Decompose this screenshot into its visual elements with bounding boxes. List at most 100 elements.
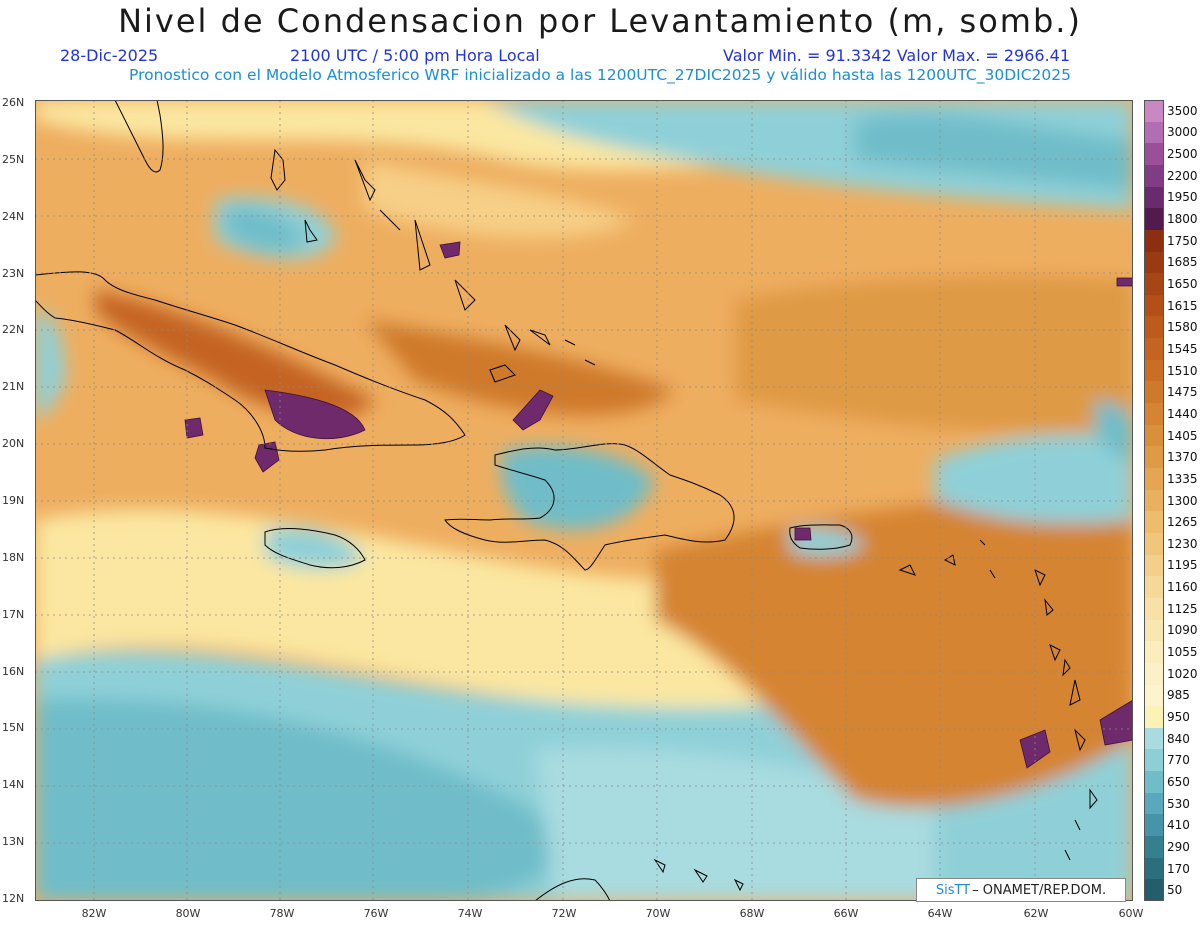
coastlines <box>35 100 1098 901</box>
colorbar-swatch <box>1144 727 1164 750</box>
colorbar-label: 290 <box>1167 839 1190 854</box>
colorbar-swatch <box>1144 164 1164 188</box>
colorbar-swatch <box>1144 619 1164 642</box>
colorbar-swatch <box>1144 316 1164 339</box>
lon-label: 80W <box>175 907 201 920</box>
venezuela-coast <box>534 878 611 901</box>
value-range: Valor Min. = 91.3342 Valor Max. = 2966.4… <box>723 46 1071 65</box>
colorbar-label: 1685 <box>1167 255 1198 270</box>
lon-label: 78W <box>269 907 295 920</box>
colorbar-label: 1230 <box>1167 536 1198 551</box>
lat-label: 15N <box>2 721 25 735</box>
florida <box>114 100 164 173</box>
lat-label: 14N <box>2 778 25 792</box>
lon-label: 66W <box>833 907 859 920</box>
colorbar-swatch <box>1144 100 1164 123</box>
colorbar-swatch <box>1144 684 1164 707</box>
colorbar-swatch <box>1144 489 1164 512</box>
colorbar-swatch <box>1144 771 1164 794</box>
colorbar-swatch <box>1144 641 1164 664</box>
lat-label: 17N <box>2 607 25 621</box>
colorbar-swatch <box>1144 251 1164 274</box>
colorbar-label: 985 <box>1167 688 1190 703</box>
lat-label: 23N <box>2 266 25 280</box>
colorbar-label: 1370 <box>1167 450 1198 465</box>
colorbar-label: 1800 <box>1167 212 1198 227</box>
colorbar-swatch <box>1144 186 1164 209</box>
colorbar-label: 1300 <box>1167 493 1198 508</box>
colorbar-label: 840 <box>1167 731 1190 746</box>
colorbar-label: 2200 <box>1167 168 1198 183</box>
colorbar-swatch <box>1144 532 1164 556</box>
colorbar-label: 170 <box>1167 861 1190 876</box>
lon-label: 60W <box>1118 907 1144 920</box>
sistt-logo: SisTT <box>935 882 971 898</box>
aruba-curacao <box>653 858 744 892</box>
colorbar-label: 1125 <box>1167 601 1198 616</box>
colorbar-label: 1090 <box>1167 623 1198 638</box>
forecast-date: 28-Dic-2025 <box>60 46 159 65</box>
lon-label: 64W <box>927 907 953 920</box>
puerto-rico-coast <box>789 524 853 550</box>
lat-label: 26N <box>2 96 25 109</box>
colorbar-swatch <box>1144 424 1164 447</box>
colorbar-label: 3000 <box>1167 125 1198 140</box>
colorbar-swatch <box>1144 814 1164 837</box>
model-description: Pronostico con el Modelo Atmosferico WRF… <box>129 66 1071 84</box>
colorbar-swatch <box>1144 597 1164 621</box>
colorbar-label: 650 <box>1167 774 1190 789</box>
lat-label: 24N <box>2 209 25 223</box>
colorbar-label: 1650 <box>1167 277 1198 291</box>
lesser-antilles <box>898 539 1098 861</box>
lon-label: 70W <box>645 907 671 920</box>
colorbar-swatch <box>1144 836 1164 859</box>
colorbar-swatch <box>1144 879 1164 902</box>
credit-box: SisTT – ONAMET/REP.DOM. <box>916 878 1126 902</box>
colorbar-label: 530 <box>1167 796 1190 811</box>
colorbar-label: 50 <box>1167 883 1183 898</box>
colorbar-label: 1195 <box>1167 558 1198 573</box>
colorbar-swatch <box>1144 338 1164 361</box>
lat-label: 18N <box>2 550 25 564</box>
colorbar-swatch <box>1144 143 1164 166</box>
colorbar-swatch <box>1144 121 1164 144</box>
lat-label: 25N <box>2 152 25 166</box>
colorbar-label: 1950 <box>1167 190 1198 205</box>
colorbar-label: 410 <box>1167 818 1190 833</box>
map-panel <box>35 100 1133 901</box>
colorbar-swatch <box>1144 511 1164 534</box>
colorbar-swatch <box>1144 381 1164 404</box>
lon-label: 82W <box>81 907 107 920</box>
lon-label: 72W <box>551 907 577 920</box>
colorbar-swatch <box>1144 273 1164 296</box>
colorbar-label: 1580 <box>1167 320 1198 335</box>
colorbar-label: 770 <box>1167 753 1190 768</box>
colorbar-swatch <box>1144 576 1164 599</box>
forecast-time: 2100 UTC / 5:00 pm Hora Local <box>290 46 540 65</box>
lat-label: 19N <box>2 493 25 507</box>
colorbar-label: 1615 <box>1167 298 1198 313</box>
bahamas <box>270 148 596 383</box>
hispaniola-coast <box>444 443 735 571</box>
lat-label: 21N <box>2 380 25 394</box>
colorbar-label: 1335 <box>1167 471 1198 486</box>
colorbar-swatch <box>1144 662 1164 685</box>
chart-title: Nivel de Condensacion por Levantamiento … <box>118 2 1082 40</box>
colorbar-label: 1020 <box>1167 666 1198 681</box>
lon-label: 68W <box>739 907 765 920</box>
lat-label: 13N <box>2 835 25 849</box>
jamaica-coast <box>264 528 366 569</box>
lat-label: 20N <box>2 437 25 451</box>
colorbar-label: 3500 <box>1167 103 1198 118</box>
graticule <box>35 100 1133 901</box>
colorbar-swatch <box>1144 706 1164 729</box>
colorbar-label: 1265 <box>1167 515 1198 530</box>
colorbar-label: 1510 <box>1167 363 1198 378</box>
colorbar-swatch <box>1144 208 1164 231</box>
lat-label: 22N <box>2 323 25 337</box>
colorbar-swatch <box>1144 446 1164 469</box>
cuba-coast <box>35 271 466 452</box>
lon-label: 74W <box>457 907 483 920</box>
colorbar-swatch <box>1144 403 1164 426</box>
colorbar-label: 1750 <box>1167 233 1198 248</box>
